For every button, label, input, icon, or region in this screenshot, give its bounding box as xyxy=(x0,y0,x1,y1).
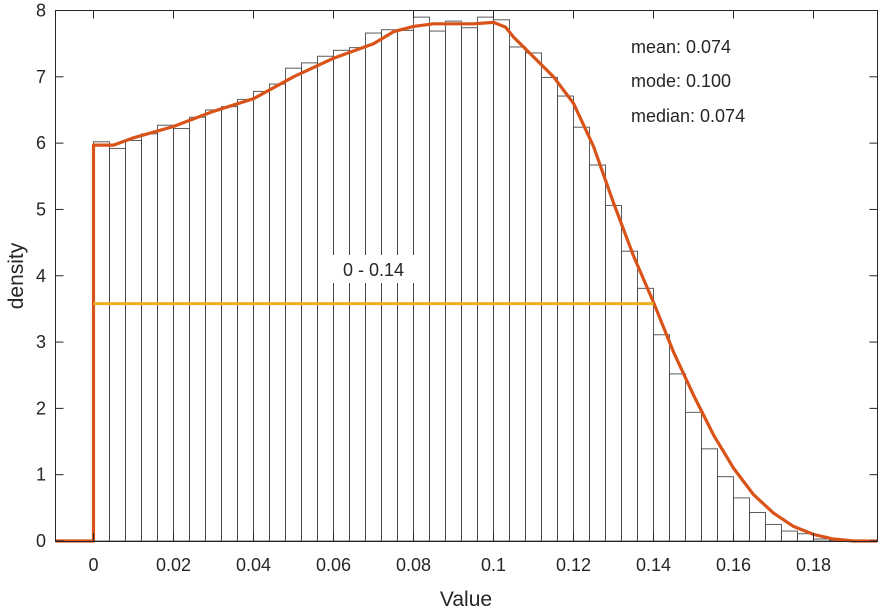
histogram-bar xyxy=(381,29,398,542)
histogram-bar xyxy=(781,530,798,542)
y-tick-label: 6 xyxy=(36,133,46,153)
y-axis-label: density xyxy=(5,242,28,309)
histogram-bar xyxy=(685,411,702,542)
x-tick-label: 0.1 xyxy=(481,555,506,575)
x-axis-ticks: 0 0.02 0.04 0.06 0.08 0.1 0.12 0.14 0.16 0.18 xyxy=(88,10,831,575)
y-tick-label: 8 xyxy=(36,1,46,21)
histogram-bar xyxy=(765,523,782,542)
range-label: 0 - 0.14 xyxy=(343,260,404,280)
histogram-bar xyxy=(397,29,414,542)
y-tick-label: 5 xyxy=(36,199,46,219)
x-tick-label: 0 xyxy=(88,555,98,575)
histogram-bar xyxy=(157,124,174,542)
histogram-bar xyxy=(445,20,462,542)
x-tick-label: 0.06 xyxy=(316,555,351,575)
x-axis-label: Value xyxy=(440,588,492,610)
histogram-bar xyxy=(605,204,622,542)
histogram-bar xyxy=(669,373,686,542)
histogram-bar xyxy=(269,83,286,542)
x-tick-label: 0.12 xyxy=(556,555,591,575)
x-tick-label: 0.02 xyxy=(156,555,191,575)
x-tick-label: 0.14 xyxy=(636,555,671,575)
mode-annotation: mode: 0.100 xyxy=(631,71,731,91)
histogram-bar xyxy=(733,497,750,542)
mean-annotation: mean: 0.074 xyxy=(631,37,731,57)
histogram-bar xyxy=(573,126,590,542)
y-tick-label: 1 xyxy=(36,465,46,485)
histogram-bar xyxy=(637,287,654,542)
y-tick-label: 0 xyxy=(36,531,46,551)
median-annotation: median: 0.074 xyxy=(631,106,745,126)
histogram-bar xyxy=(317,55,334,542)
y-tick-label: 7 xyxy=(36,67,46,87)
histogram-bar xyxy=(493,19,510,542)
y-tick-label: 2 xyxy=(36,398,46,418)
histogram-bar xyxy=(189,116,206,542)
histogram-bar xyxy=(125,139,142,542)
histogram-bar xyxy=(589,164,606,542)
range-label-background xyxy=(327,255,420,283)
histogram-bar xyxy=(813,538,830,542)
x-tick-label: 0.04 xyxy=(236,555,271,575)
density-curve xyxy=(55,20,878,543)
histogram-bar xyxy=(205,109,222,542)
x-tick-label: 0.18 xyxy=(796,555,831,575)
y-axis-ticks: 0 1 2 3 4 5 6 7 8 xyxy=(36,1,878,551)
histogram-bar xyxy=(477,16,494,542)
histogram-bar xyxy=(557,95,574,542)
histogram-bar xyxy=(749,511,766,542)
histogram-bar xyxy=(301,62,318,542)
histogram-bar xyxy=(333,49,350,542)
histogram-bar xyxy=(509,46,526,542)
histogram-bar xyxy=(365,32,382,542)
histogram-bar xyxy=(621,250,638,542)
histogram-bar xyxy=(349,47,366,542)
x-tick-label: 0.16 xyxy=(716,555,751,575)
histogram-bar xyxy=(461,27,478,542)
histogram-bar xyxy=(525,52,542,542)
histogram-bar xyxy=(141,133,158,542)
histogram-bar xyxy=(717,476,734,542)
histogram-bar xyxy=(93,141,110,542)
y-tick-label: 4 xyxy=(36,266,46,286)
histogram-bar xyxy=(541,76,558,542)
histogram-bar xyxy=(109,147,126,542)
x-tick-label: 0.08 xyxy=(396,555,431,575)
histogram-bar xyxy=(653,334,670,542)
histogram-bar xyxy=(253,90,270,542)
histogram-bar xyxy=(221,106,238,542)
histogram-bars xyxy=(93,16,846,542)
histogram-bar xyxy=(701,448,718,542)
histogram-bar xyxy=(237,98,254,542)
histogram-bar xyxy=(429,30,446,542)
histogram-bar xyxy=(173,128,190,542)
y-tick-label: 3 xyxy=(36,332,46,352)
